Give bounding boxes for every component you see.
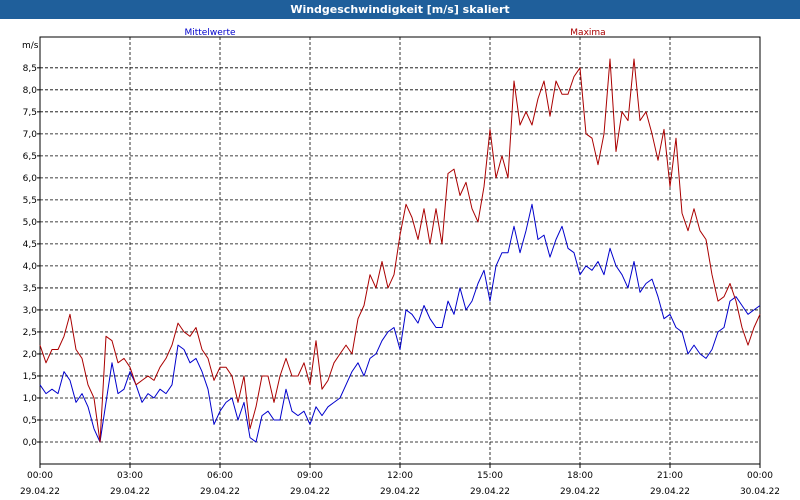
line-chart: 0,0 0,5 1,0 1,5 2,0 2,5 3,0 3,5 4,0 4,5 5,0 5,5 6,0 6… [20,28,780,497]
x-tick-date: 29.04.22 [110,487,150,497]
x-tick-date: 29.04.22 [380,487,420,497]
y-tick-label: 1,0 [23,394,38,404]
legend-entry-mittelwerte[interactable]: Mittelwerte [184,28,235,38]
y-tick-label: 4,0 [23,262,38,272]
x-tick-time: 15:00 [477,471,503,481]
y-tick-label: 3,0 [23,306,38,316]
y-tick-label: 4,5 [23,240,37,250]
x-tick-time: 18:00 [567,471,593,481]
series-line-mittelwerte [39,203,761,443]
y-tick-label: 2,0 [23,350,38,360]
x-tick-time: 06:00 [207,471,233,481]
x-tick-date: 29.04.22 [20,487,60,497]
x-tick-date: 29.04.22 [650,487,690,497]
x-tick-time: 00:00 [747,471,773,481]
x-tick-time: 09:00 [297,471,323,481]
x-tick-time: 12:00 [387,471,413,481]
x-tick-time: 03:00 [117,471,143,481]
y-tick-label: 7,0 [23,130,38,140]
legend-entry-maxima[interactable]: Maxima [570,28,605,38]
y-tick-label: 7,5 [23,108,37,118]
axes: 0,0 0,5 1,0 1,5 2,0 2,5 3,0 3,5 4,0 4,5 5,0 5,5 6,0 6… [20,64,780,497]
y-tick-label: 2,5 [23,328,37,338]
x-tick-date: 29.04.22 [560,487,600,497]
x-tick-date: 29.04.22 [470,487,510,497]
y-tick-label: 0,0 [23,438,38,448]
y-tick-label: 8,0 [23,86,38,96]
x-tick-time: 21:00 [657,471,683,481]
y-tick-label: 6,0 [23,174,38,184]
y-tick-label: 0,5 [23,416,37,426]
y-tick-label: 1,5 [23,372,37,382]
x-tick-date: 30.04.22 [740,487,780,497]
x-tick-date: 29.04.22 [290,487,330,497]
y-tick-label: 5,5 [23,196,37,206]
y-tick-label: 8,5 [23,64,37,74]
x-tick-date: 29.04.22 [200,487,240,497]
series-lines [39,58,761,443]
y-tick-label: 5,0 [23,218,38,228]
y-axis-label: m/s [22,41,39,51]
x-tick-time: 00:00 [27,471,53,481]
series-line-maxima [39,58,761,443]
grid-lines [40,37,760,464]
y-tick-label: 6,5 [23,152,37,162]
y-tick-label: 3,5 [23,284,37,294]
window-title: Windgeschwindigkeit [m/s] skaliert [0,0,800,19]
